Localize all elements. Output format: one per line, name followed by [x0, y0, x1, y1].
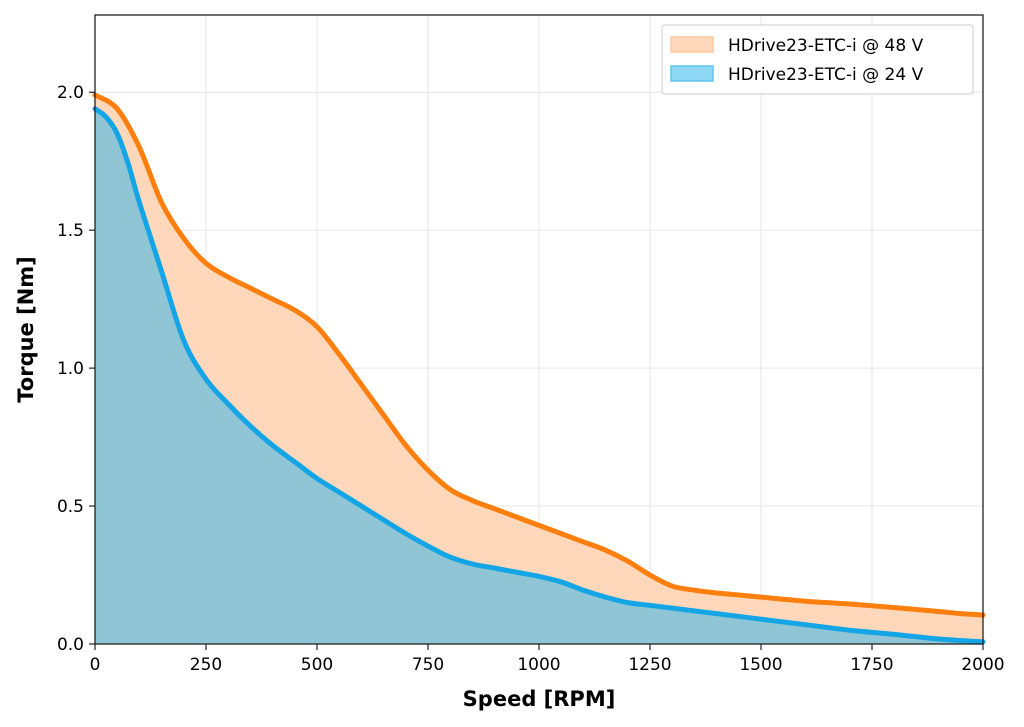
series-line-24v [92, 106, 986, 645]
y-tick-label: 0.0 [57, 635, 84, 655]
series-line-48v [92, 92, 986, 618]
legend: HDrive23-ETC-i @ 48 V HDrive23-ETC-i @ 2… [661, 24, 974, 95]
y-tick-label: 0.5 [57, 497, 84, 517]
x-tick-label: 1500 [739, 655, 782, 675]
legend-box [661, 24, 974, 95]
legend-swatch-48v [670, 36, 714, 53]
y-tick-label: 1.5 [57, 221, 84, 241]
x-tick-label: 500 [301, 655, 333, 675]
x-axis-label: Speed [RPM] [463, 687, 616, 711]
x-tick-label: 750 [412, 655, 444, 675]
series-area-24v [95, 108, 983, 645]
x-tick-label: 0 [90, 655, 101, 675]
y-tick-label: 1.0 [57, 359, 84, 379]
series-lines [92, 92, 986, 645]
legend-label-24v: HDrive23-ETC-i @ 24 V [728, 65, 924, 85]
x-tick-label: 1000 [517, 655, 560, 675]
x-tick-label: 1250 [628, 655, 671, 675]
legend-swatch-24v [670, 65, 714, 82]
x-tick-label: 1750 [850, 655, 893, 675]
series-areas [95, 95, 983, 645]
x-tick-label: 2000 [961, 655, 1004, 675]
y-axis-ticks: 0.0 0.5 1.0 1.5 2.0 [57, 83, 95, 655]
x-axis-ticks: 0 250 500 750 1000 1250 1500 1750 2000 [90, 644, 1005, 675]
legend-label-48v: HDrive23-ETC-i @ 48 V [728, 36, 924, 56]
y-axis-label: Torque [Nm] [14, 256, 38, 403]
x-tick-label: 250 [190, 655, 222, 675]
y-tick-label: 2.0 [57, 83, 84, 103]
